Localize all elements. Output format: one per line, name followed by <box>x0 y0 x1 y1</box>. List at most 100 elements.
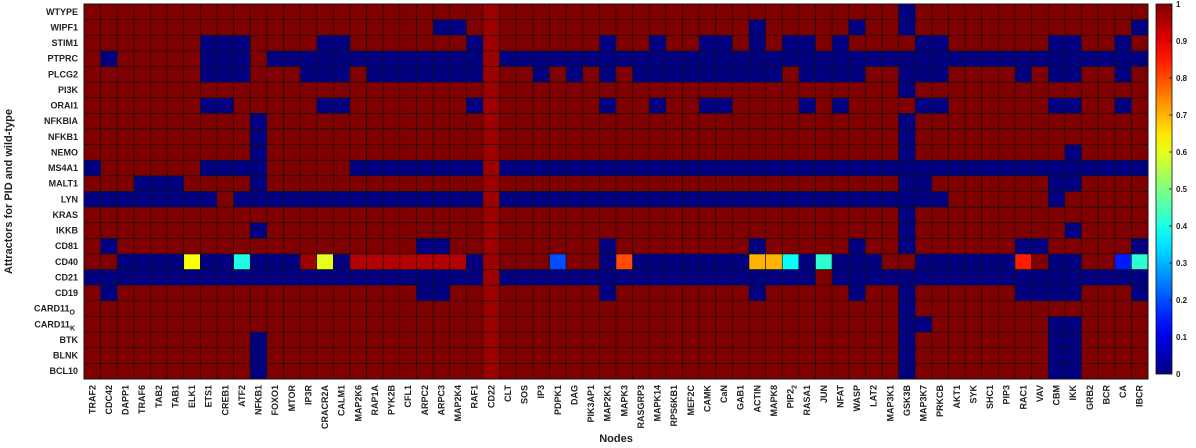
cell-cd21-clt <box>499 269 517 286</box>
cell-bcl10-arpc2 <box>416 363 434 380</box>
cell-cd19-arpc3 <box>432 284 451 302</box>
x-tick-label: RAP1A <box>370 385 380 416</box>
cell-kras-map3k1 <box>881 206 899 224</box>
cell-wtype-tab1 <box>166 3 185 20</box>
cell-nfkb1-rps6kb1 <box>665 128 683 145</box>
cell-stim1-map3k7 <box>914 34 933 52</box>
cell-plcg2-wasp <box>848 66 866 83</box>
cell-kras-can <box>715 206 733 224</box>
cell-lyn-map3k1 <box>881 191 899 208</box>
cell-ikkb-can <box>715 222 733 239</box>
cell-cd21-mapk8 <box>765 269 783 286</box>
cell-orai1-mapk8 <box>765 97 783 114</box>
cell-ptprc-gsk3b <box>898 50 916 67</box>
cell-card11k-actin <box>748 316 766 333</box>
cell-stim1-rps6kb1 <box>665 34 683 52</box>
cell-nemo-cd22 <box>482 144 500 161</box>
cell-blnk-ets1 <box>200 347 218 364</box>
cell-nemo-foxo1 <box>266 144 284 161</box>
cell-nfkbia-clt <box>499 113 517 130</box>
cell-blnk-pyk2b <box>382 347 401 364</box>
cell-nemo-cbm <box>1047 144 1066 161</box>
cell-card11o-jun <box>815 300 833 317</box>
cell-ptprc-rasa1 <box>798 50 816 67</box>
cell-lyn-cfl1 <box>399 191 417 208</box>
cell-pi3k-gab1 <box>732 81 750 99</box>
cell-wipf1-wasp <box>848 19 866 36</box>
cell-kras-calm1 <box>333 206 351 224</box>
cell-btk-cbm <box>1047 331 1066 349</box>
cell-cd19-syk <box>964 284 983 302</box>
cell-nemo-ibcr <box>1131 144 1149 161</box>
cell-blnk-syk <box>964 347 983 364</box>
cell-ptprc-lat2 <box>865 50 883 67</box>
cell-cd19-dag <box>565 284 584 302</box>
cell-orai1-cfl1 <box>399 97 417 114</box>
cell-cd81-mef2c <box>682 238 700 255</box>
x-tick-label: TRAF2 <box>87 385 97 414</box>
cell-pi3k-cfl1 <box>399 81 417 99</box>
cell-malt1-nfat <box>831 175 850 192</box>
cell-cd81-camk <box>698 238 717 255</box>
cell-cd81-rac1 <box>1014 238 1032 255</box>
cell-pi3k-gsk3b <box>898 81 916 99</box>
cell-ms4a1-sos <box>515 159 534 177</box>
cell-card11o-map3k7 <box>914 300 933 317</box>
y-tick-label: CD81 <box>55 241 78 251</box>
cell-cd81-rasgrp3 <box>632 238 650 255</box>
cell-nfkb1-cd22 <box>482 128 500 145</box>
cell-btk-pik3ap1 <box>582 331 600 349</box>
cell-cd19-can <box>715 284 733 302</box>
cell-card11k-pik3ap1 <box>582 316 600 333</box>
cell-ikkb-mtor <box>283 222 301 239</box>
cell-orai1-elk1 <box>183 97 201 114</box>
cell-pi3k-creb1 <box>216 81 234 99</box>
cell-malt1-dapp1 <box>116 175 135 192</box>
cell-cd19-pip3 <box>998 284 1016 302</box>
cell-blnk-grb2 <box>1081 347 1099 364</box>
cell-card11k-vav <box>1031 316 1049 333</box>
cell-plcg2-map2k1 <box>599 66 617 83</box>
cell-blnk-rps6kb1 <box>665 347 683 364</box>
cell-cd40-cfl1 <box>399 253 417 270</box>
cell-cd81-arpc3 <box>432 238 451 255</box>
cell-cd81-can <box>715 238 733 255</box>
cell-lyn-cdc42 <box>100 191 118 208</box>
cell-pi3k-arpc3 <box>432 81 451 99</box>
cell-stim1-shc1 <box>981 34 999 52</box>
cell-stim1-mapk3 <box>615 34 633 52</box>
cell-nfkbia-mtor <box>283 113 301 130</box>
cell-lyn-gsk3b <box>898 191 916 208</box>
cell-cd19-map3k1 <box>881 284 899 302</box>
cell-wipf1-cbm <box>1047 19 1066 36</box>
cell-orai1-cdc42 <box>100 97 118 114</box>
cell-nfkbia-akt1 <box>948 113 966 130</box>
cell-ikkb-ca <box>1114 222 1132 239</box>
cell-ptprc-nfat <box>831 50 850 67</box>
cell-card11o-rac1 <box>1014 300 1032 317</box>
cell-wtype-camk <box>698 3 717 20</box>
cell-card11o-ca <box>1114 300 1132 317</box>
cell-ms4a1-traf2 <box>83 159 101 177</box>
cell-nemo-rac1 <box>1014 144 1032 161</box>
cell-ms4a1-vav <box>1031 159 1049 177</box>
cell-card11k-creb1 <box>216 316 234 333</box>
cell-card11k-nfkb1 <box>249 316 268 333</box>
cell-cd19-wasp <box>848 284 866 302</box>
cell-cd19-rac1 <box>1014 284 1032 302</box>
cell-ptprc-calm1 <box>333 50 351 67</box>
cell-wtype-dag <box>565 3 584 20</box>
cell-nfkb1-shc1 <box>981 128 999 145</box>
cell-card11k-map2k4 <box>449 316 467 333</box>
cell-lyn-traf6 <box>133 191 151 208</box>
cell-cd40-jun <box>815 253 833 270</box>
cell-kras-pyk2b <box>382 206 401 224</box>
cell-orai1-can <box>715 97 733 114</box>
x-tick-label: SOS <box>520 385 530 404</box>
cell-pi3k-prkcb <box>931 81 949 99</box>
cell-cd40-sos <box>515 253 534 270</box>
cell-wipf1-cracr2a <box>316 19 334 36</box>
cell-cd40-cbm <box>1047 253 1066 270</box>
cell-card11k-grb2 <box>1081 316 1099 333</box>
cell-malt1-camk <box>698 175 717 192</box>
